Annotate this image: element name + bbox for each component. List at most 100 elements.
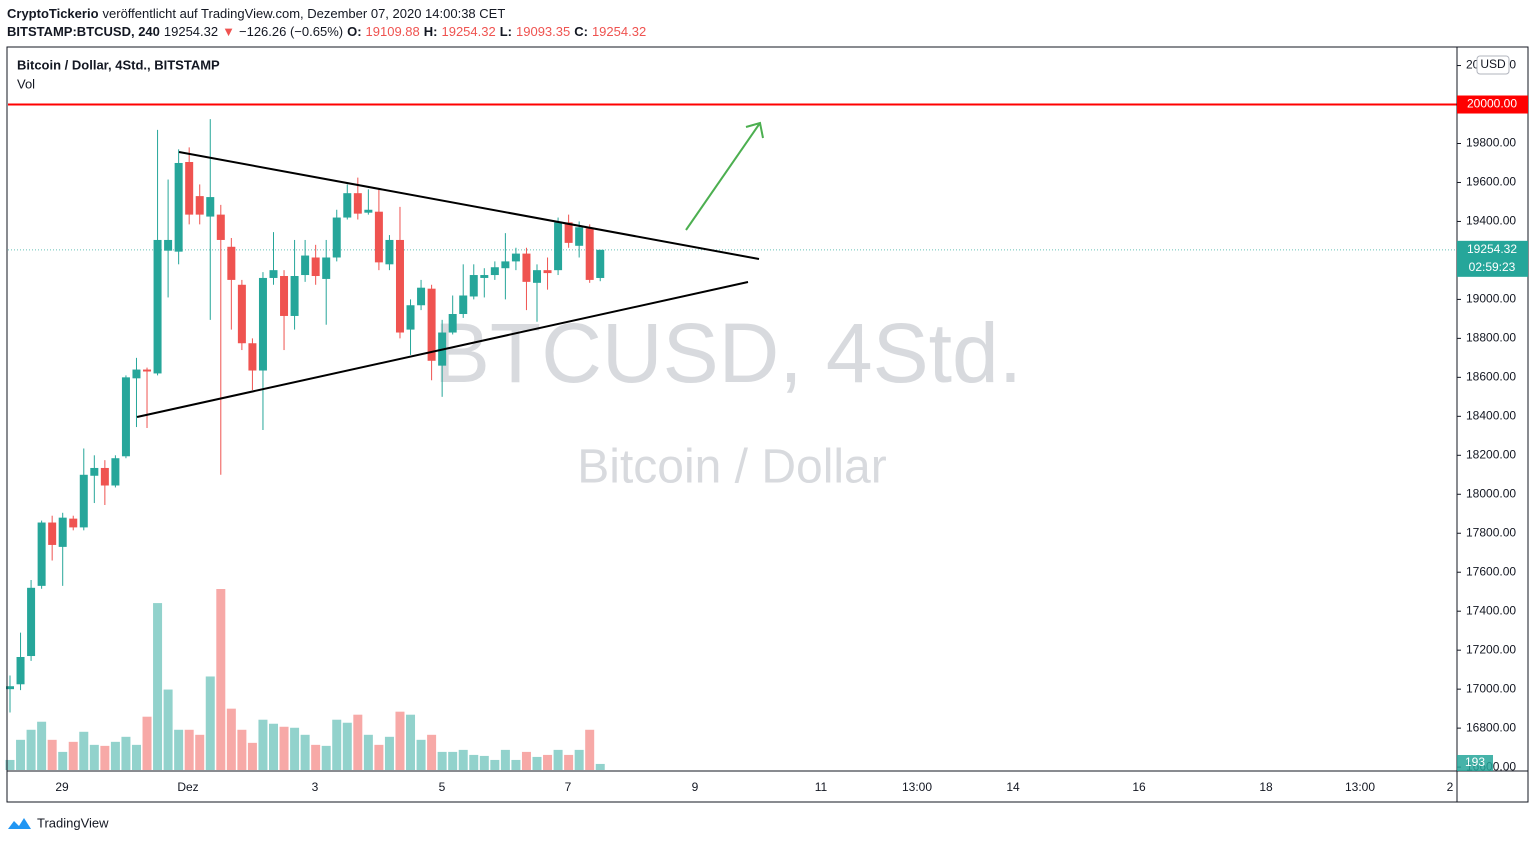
volume-bar	[500, 749, 510, 770]
drawings	[136, 121, 764, 418]
candle-body	[395, 239, 404, 333]
candle-body	[301, 255, 310, 276]
volume-bar	[121, 736, 131, 770]
candle-body	[195, 196, 204, 215]
candle-body	[153, 239, 162, 374]
candle-body	[311, 257, 320, 277]
volume-bar	[521, 751, 531, 770]
volume-bar	[26, 729, 36, 770]
low-label: L:	[499, 24, 512, 39]
volume-bar	[469, 754, 479, 770]
candle-body	[58, 517, 67, 547]
arrow-line	[685, 122, 761, 231]
open-label: O:	[347, 24, 362, 39]
candle-body	[121, 377, 130, 457]
candle-body	[533, 270, 541, 283]
volume-bar	[585, 729, 595, 770]
candle-body	[585, 228, 594, 280]
trend-line-lower	[136, 281, 749, 418]
x-tick-label: 16	[1132, 780, 1146, 794]
y-tick-label: 17400.00	[1466, 603, 1516, 617]
candle-body	[322, 257, 331, 279]
trend-line-upper	[178, 151, 760, 260]
candle-body	[290, 276, 299, 316]
volume-bar	[237, 729, 247, 770]
volume-bar	[416, 739, 426, 770]
volume-bar	[342, 722, 352, 770]
down-icon: ▼	[222, 24, 235, 39]
candle-body	[206, 197, 215, 217]
volume-bar	[427, 734, 437, 770]
x-tick-label: 13:00	[1345, 780, 1375, 794]
x-tick-label: 9	[692, 780, 699, 794]
candle-body	[543, 270, 552, 274]
high-label: H:	[423, 24, 438, 39]
volume-bar	[564, 754, 574, 770]
candle-body	[216, 214, 225, 240]
volume-bar	[479, 755, 489, 770]
candle-body	[417, 287, 426, 306]
candle-body	[554, 222, 563, 271]
volume-bar	[321, 745, 331, 770]
volume-bar	[58, 751, 68, 770]
x-tick-label: 11	[815, 780, 828, 794]
candle-body	[248, 343, 257, 371]
candle-body	[374, 211, 383, 263]
x-tick-label: 14	[1006, 780, 1020, 794]
volume-bar	[226, 708, 236, 770]
volume-bar	[384, 736, 394, 770]
y-tick-label: 17800.00	[1466, 525, 1516, 539]
candle-body	[185, 162, 194, 215]
volume-bar	[543, 754, 553, 770]
hline-label: 20000.00	[1467, 97, 1517, 111]
volume-bar	[100, 745, 110, 770]
candle-body	[69, 518, 78, 528]
candle-body	[343, 193, 352, 218]
candle-body	[522, 253, 531, 282]
candle-body	[48, 522, 57, 545]
y-tick-label: 17600.00	[1466, 564, 1516, 578]
volume-bar	[16, 739, 26, 770]
volume-bar	[68, 741, 78, 770]
watermark-title: BTCUSD, 4Std.	[434, 306, 1022, 400]
volume-bar	[511, 759, 521, 770]
footer: TradingView	[8, 815, 109, 830]
y-tick-label: 18400.00	[1466, 408, 1516, 422]
candle-body	[269, 270, 278, 278]
logo-icon	[8, 818, 31, 829]
candle-body	[332, 217, 341, 258]
volume-bar	[195, 734, 205, 770]
volume-bar	[353, 714, 363, 770]
candle-body	[480, 275, 489, 278]
candle-body	[143, 369, 152, 372]
volume-bar	[437, 751, 447, 770]
volume-bar	[184, 729, 194, 770]
last-price: 19254.32	[163, 24, 219, 39]
candle-body	[501, 261, 510, 269]
candle-body	[27, 587, 36, 657]
volume-bar	[532, 756, 542, 770]
candle-body	[6, 686, 14, 690]
header-line-2: BITSTAMP:BTCUSD, 240 19254.32 ▼ −126.26 …	[7, 24, 646, 39]
volume-bar	[406, 714, 416, 770]
candle-body	[280, 276, 289, 316]
volume-bar	[163, 689, 173, 770]
candle-body	[385, 239, 394, 265]
last-price-label: 19254.32	[1467, 242, 1517, 256]
volume-bar	[89, 744, 99, 770]
x-tick-label: 13:00	[902, 780, 932, 794]
brand: TradingView	[37, 815, 109, 830]
change: −126.26 (−0.65%)	[239, 24, 344, 39]
arrow-head	[745, 121, 764, 139]
plot-area	[5, 103, 1457, 770]
y-tick-label: 17000.00	[1466, 681, 1516, 695]
volume-bar	[300, 734, 310, 770]
volume-bar	[574, 749, 584, 770]
volume-bar	[37, 721, 47, 770]
volume-bar	[395, 711, 405, 770]
candle-body	[258, 277, 267, 371]
volume-bar	[374, 744, 384, 770]
y-tick-label: 17200.00	[1466, 642, 1516, 656]
candle-body	[237, 284, 246, 344]
